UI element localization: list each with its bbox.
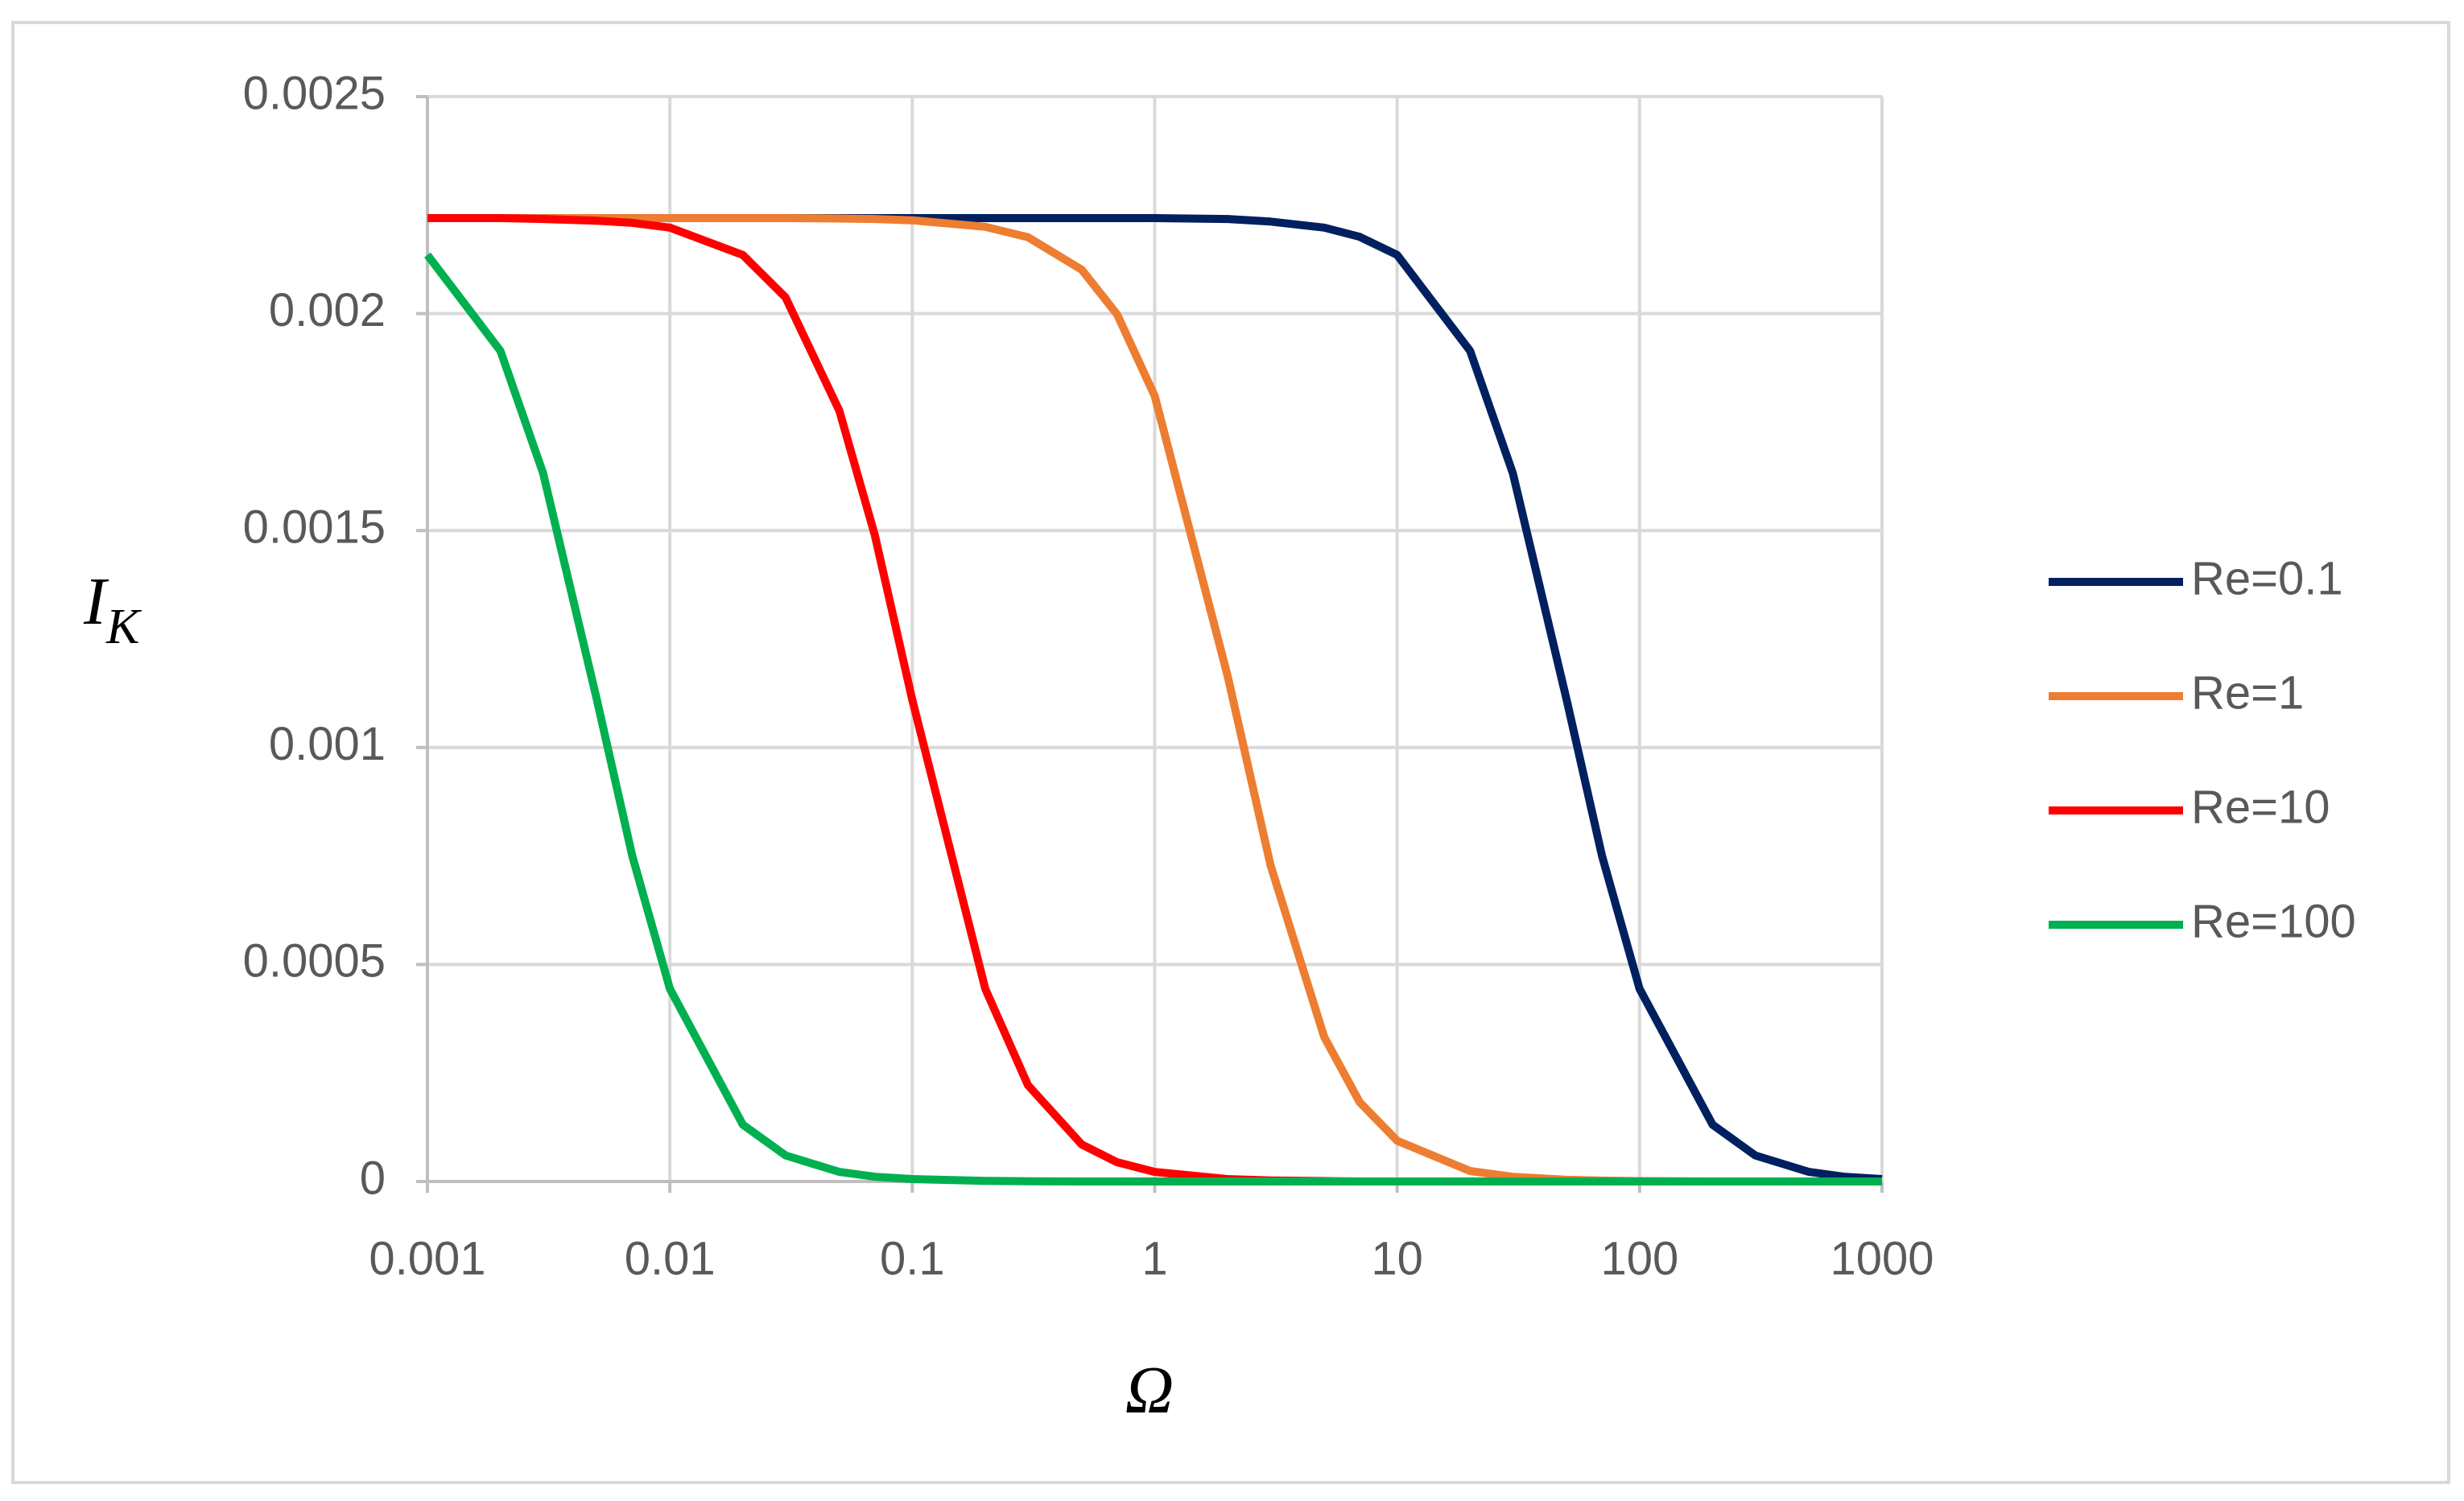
legend-label: Re=1 (2191, 666, 2304, 719)
y-axis-label-sub: K (105, 600, 142, 654)
x-tick-label: 10 (1371, 1232, 1423, 1285)
x-axis-label: Ω (1125, 1353, 1174, 1428)
x-tick-label: 0.1 (880, 1232, 945, 1285)
y-axis-label: IK (83, 564, 142, 654)
y-tick-label: 0.0025 (243, 67, 386, 119)
x-tick-label: 0.001 (369, 1232, 485, 1285)
chart-border (11, 21, 2450, 1484)
y-axis-label-main: I (83, 564, 109, 639)
x-tick-label: 100 (1600, 1232, 1678, 1285)
legend-label: Re=10 (2191, 781, 2330, 833)
y-tick-label: 0.0005 (243, 935, 386, 988)
x-tick-label: 1000 (1830, 1232, 1934, 1285)
y-tick-label: 0.001 (269, 718, 386, 770)
y-tick-label: 0.002 (269, 284, 386, 336)
legend-label: Re=0.1 (2191, 552, 2343, 604)
y-tick-label: 0 (360, 1152, 386, 1204)
x-tick-label: 0.01 (625, 1232, 716, 1285)
x-tick-label: 1 (1141, 1232, 1167, 1285)
legend-label: Re=100 (2191, 895, 2356, 947)
series-line (424, 252, 1882, 1186)
y-tick-label: 0.0015 (243, 501, 386, 554)
